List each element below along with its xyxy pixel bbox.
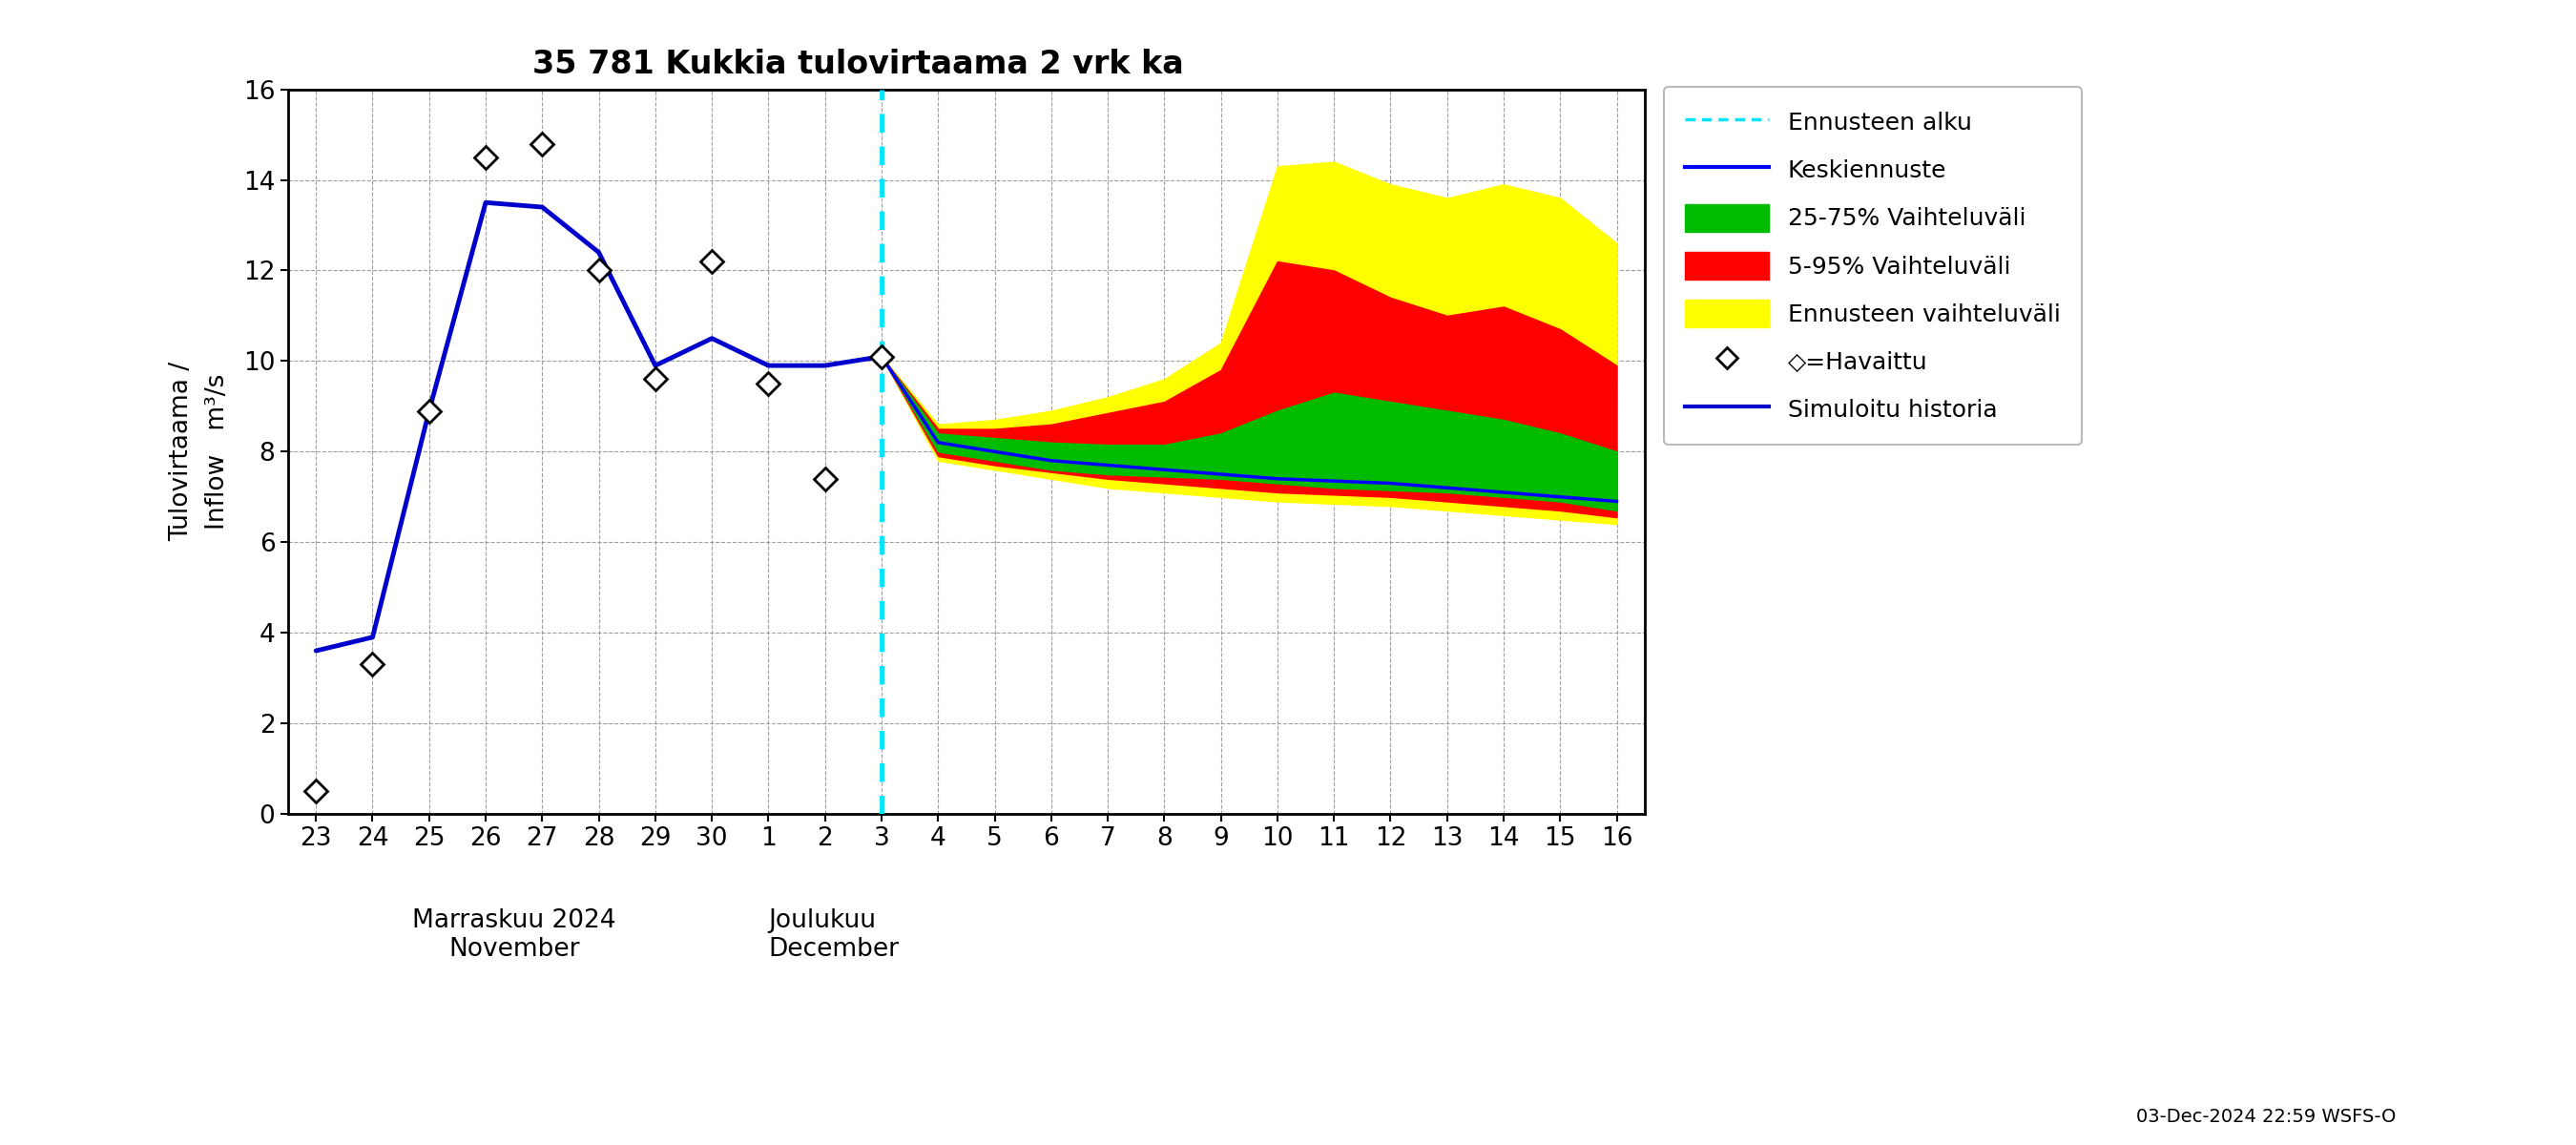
Legend: Ennusteen alku, Keskiennuste, 25-75% Vaihteluväli, 5-95% Vaihteluväli, Ennusteen: Ennusteen alku, Keskiennuste, 25-75% Vai…: [1664, 87, 2081, 444]
Text: 03-Dec-2024 22:59 WSFS-O: 03-Dec-2024 22:59 WSFS-O: [2136, 1108, 2396, 1126]
Title: 35 781 Kukkia tulovirtaama 2 vrk ka: 35 781 Kukkia tulovirtaama 2 vrk ka: [533, 48, 1182, 80]
Y-axis label: Tulovirtaama /
Inflow   m³/s: Tulovirtaama / Inflow m³/s: [170, 362, 229, 542]
Text: Joulukuu
December: Joulukuu December: [768, 908, 899, 962]
Text: Marraskuu 2024
November: Marraskuu 2024 November: [412, 908, 616, 962]
